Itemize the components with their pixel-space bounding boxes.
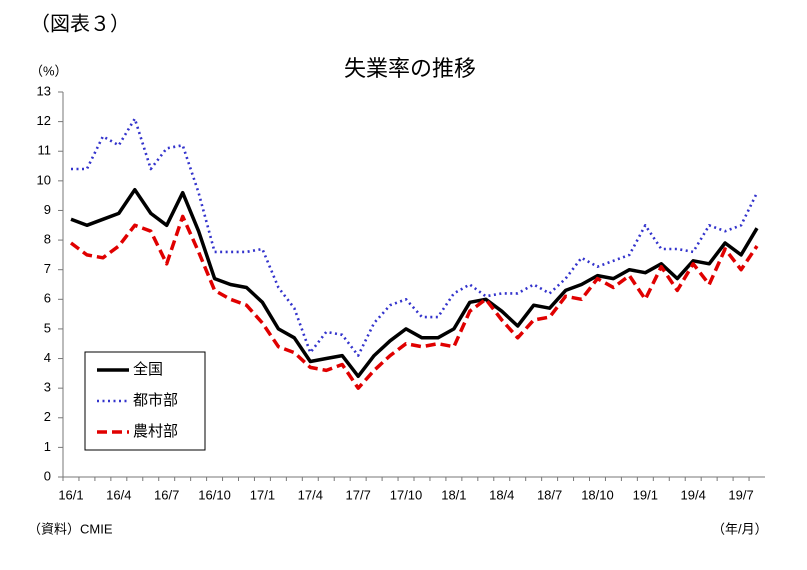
y-tick-label: 1 [44, 439, 51, 454]
y-tick-label: 6 [44, 291, 51, 306]
x-tick-label: 18/10 [581, 487, 614, 502]
header: （図表３） [30, 13, 130, 36]
line-0 [70, 187, 759, 379]
legend-label: 都市部 [133, 392, 178, 409]
y-tick-label: 2 [44, 409, 51, 424]
x-tick-label: 17/4 [298, 487, 323, 502]
line-1 [71, 117, 759, 357]
x-unit: （年/月） [712, 521, 768, 536]
x-tick-label: 19/4 [681, 487, 706, 502]
x-tick-label: 18/7 [537, 487, 562, 502]
x-tick-label: 17/1 [250, 487, 275, 502]
x-tick-label: 19/1 [633, 487, 658, 502]
source: （資料）CMIE [28, 521, 113, 536]
legend-label: 全国 [133, 360, 163, 378]
y-tick-label: 5 [44, 320, 51, 335]
x-tick-label: 16/4 [106, 487, 131, 502]
line-2 [69, 214, 759, 390]
y-tick-label: 8 [44, 232, 51, 247]
x-tick-label: 19/7 [728, 487, 753, 502]
x-tick-label: 16/10 [198, 487, 231, 502]
x-tick-label: 18/1 [441, 487, 466, 502]
chart-title: 失業率の推移 [344, 56, 476, 81]
x-tick-label: 16/7 [154, 487, 179, 502]
y-tick-label: 10 [37, 172, 51, 187]
y-tick-label: 9 [44, 202, 51, 217]
y-tick-label: 11 [38, 143, 52, 158]
legend-label: 農村部 [133, 423, 178, 440]
y-tick-label: 4 [44, 350, 51, 365]
y-tick-label: 0 [44, 468, 51, 483]
y-tick-label: 3 [44, 380, 51, 395]
x-tick-label: 16/1 [58, 487, 83, 502]
y-tick-label: 7 [44, 261, 51, 276]
y-tick-label: 12 [37, 113, 51, 128]
y-tick-label: 13 [37, 83, 51, 98]
x-tick-label: 18/4 [489, 487, 514, 502]
x-tick-label: 17/7 [346, 487, 371, 502]
y-unit: （%） [30, 63, 68, 78]
x-tick-label: 17/10 [390, 487, 423, 502]
